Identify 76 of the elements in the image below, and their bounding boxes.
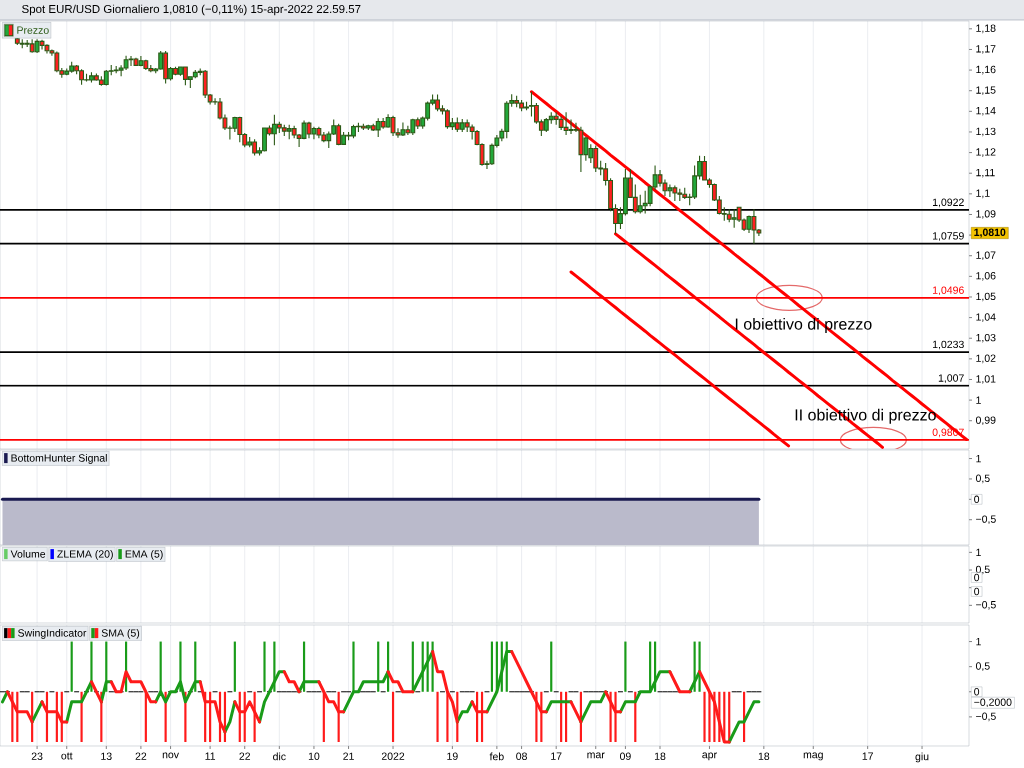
y-tick-label: 1,16 [976,65,996,75]
x-tick-label: ott [61,752,73,760]
ref-line-label: 1,0922 [933,198,964,208]
y-tick-label: 0,5 [975,565,990,575]
x-tick-label: nov [162,752,179,759]
y-tick-label: 1,11 [976,168,995,178]
candlestick [128,55,134,67]
y-tick-label: 0,5 [975,662,990,672]
annotation: 0 [974,495,980,504]
candlestick [39,39,45,50]
ref-line-label: 1,007 [938,374,964,383]
x-tick-label: 13 [101,752,112,760]
y-tick-label: 1,13 [976,127,996,137]
legend-label: BottomHunter Signal [11,453,107,464]
legend-label: Volume [10,549,46,558]
y-tick-label: 1,03 [976,333,996,343]
legend-label: EMA (5) [125,549,163,560]
x-tick-label: 09 [619,752,631,760]
x-tick-label: 18 [758,752,770,760]
annotation: 0 [974,688,980,696]
annotation: I obiettivo di prezzo [735,318,872,333]
y-tick-label: 1 [976,637,981,646]
y-tick-label: 1,18 [976,24,996,34]
y-tick-label: 1 [976,396,981,404]
text: 0 [974,587,980,596]
x-tick-label: 22 [239,752,251,760]
y-tick-label: 1,09 [976,210,996,219]
chart-title: Spot EUR/USD Giornaliero 1,0810 (−0,11%) 15-apr-2022 22.59.57 [22,4,361,16]
x-tick-label: 17 [551,752,562,760]
y-tick-label: 1,04 [976,313,996,322]
text: 0 [974,573,980,582]
y-tick-label: 1,02 [976,354,996,364]
y-tick-label: −0,5 [976,712,996,722]
x-tick-label: 17 [862,752,873,760]
candlestick [306,121,312,139]
ref-line-label: 1,0759 [933,232,964,241]
x-tick-label: 21 [343,752,354,760]
x-tick-label: dic [273,752,286,761]
x-tick-label: 11 [205,752,216,760]
series-label: Prezzo [17,26,49,34]
x-tick-label: apr [702,752,717,761]
y-tick-label: −0,5 [976,515,996,525]
y-tick-label: 1,17 [976,45,996,54]
ref-line-label: 1,0496 [933,286,964,296]
y-tick-label: −0,5 [976,601,996,610]
y-tick-label: 1,06 [976,272,996,281]
y-tick-label: 1,15 [976,86,996,95]
y-tick-label: 1,12 [976,148,996,157]
x-tick-label: giu [915,752,929,763]
y-tick-label: 1,05 [976,292,996,302]
x-tick-label: 10 [308,752,320,760]
y-tick-label: 1,1 [976,189,990,199]
y-tick-label: 1 [976,548,981,556]
x-tick-label: 18 [654,752,666,760]
x-tick-label: 22 [135,752,147,760]
ref-line-label: 1,0233 [933,340,964,350]
x-tick-label: 23 [31,752,43,760]
text: −0,2000 [974,698,1012,708]
y-tick-label: 1,07 [976,251,996,261]
y-tick-label: 1 [976,454,981,463]
x-tick-label: 2022 [381,752,405,760]
legend-label: SwingIndicator [18,628,87,639]
x-tick-label: feb [489,752,504,761]
candlestick [563,111,569,136]
y-tick-label: 1,01 [976,375,996,384]
legend-label: SMA (5) [101,628,140,639]
x-tick-label: mar [587,752,605,759]
y-tick-label: 0,99 [975,416,996,426]
annotation: 1,0810 [974,228,1006,238]
x-tick-label: 19 [447,752,458,760]
y-tick-label: 0,5 [975,474,990,484]
candlestick [390,115,396,137]
legend-label: ZLEMA (20) [57,549,113,560]
x-tick-label: mag [803,752,823,761]
y-tick-label: 1,14 [976,107,996,116]
x-tick-label: 08 [516,752,527,760]
